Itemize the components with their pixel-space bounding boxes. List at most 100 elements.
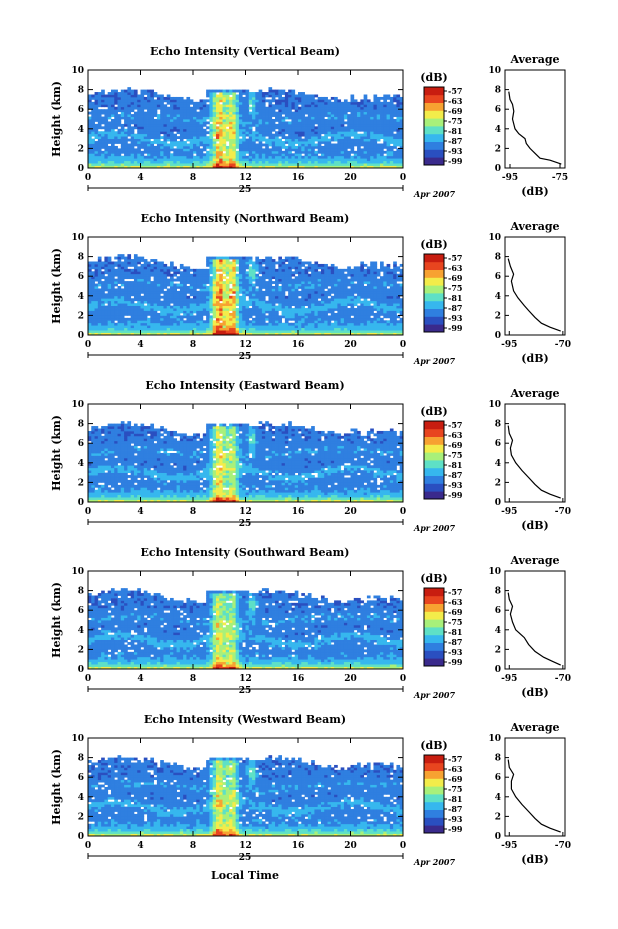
heatmap-cell — [189, 133, 194, 137]
heatmap-cell — [160, 121, 164, 125]
heatmap-cell — [147, 288, 151, 292]
heatmap-cell — [330, 153, 335, 157]
heatmap-cell — [235, 160, 240, 164]
heatmap-cell — [156, 119, 161, 122]
heatmap-cell — [120, 332, 125, 336]
heatmap-cell — [278, 322, 282, 326]
heatmap-cell — [209, 133, 214, 137]
heatmap-cell — [88, 295, 92, 299]
heatmap-cell — [238, 89, 243, 93]
heatmap-cell — [120, 163, 125, 166]
heatmap-cell — [147, 99, 151, 103]
heatmap-cell — [120, 114, 125, 117]
heatmap-cell — [133, 310, 138, 314]
heatmap-cell — [94, 96, 99, 100]
heatmap-cell — [104, 133, 109, 137]
heatmap-cell — [117, 109, 122, 113]
heatmap-cell — [186, 148, 191, 152]
heatmap-cell — [156, 298, 161, 302]
heatmap-cell — [232, 322, 237, 326]
heatmap-cell — [265, 288, 269, 292]
heatmap-cell — [163, 327, 168, 331]
heatmap-cell — [291, 131, 296, 135]
heatmap-cell — [288, 256, 292, 260]
heatmap-cell — [219, 96, 223, 100]
heatmap-cell — [229, 288, 233, 292]
heatmap-cell — [343, 153, 348, 157]
heatmap-cell — [248, 96, 253, 100]
heatmap-cell — [215, 150, 220, 154]
heatmap-cell — [242, 96, 246, 100]
heatmap-cell — [189, 163, 194, 166]
heatmap-cell — [176, 99, 181, 103]
heatmap-cell — [255, 158, 260, 162]
heatmap-cell — [245, 303, 250, 306]
heatmap-cell — [166, 158, 171, 162]
heatmap-cell — [301, 104, 305, 108]
heatmap-cell — [330, 315, 335, 319]
heatmap-cell — [399, 123, 404, 127]
heatmap-cell — [298, 160, 302, 164]
heatmap-cell — [114, 106, 118, 110]
heatmap-cell — [248, 114, 253, 117]
heatmap-cell — [245, 148, 250, 152]
heatmap-cell — [399, 126, 404, 130]
heatmap-cell — [97, 273, 102, 277]
heatmap-cell — [150, 133, 155, 137]
heatmap-cell — [265, 145, 269, 149]
heatmap-cell — [347, 119, 351, 122]
heatmap-cell — [215, 160, 220, 164]
heatmap-cell — [160, 290, 164, 294]
heatmap-cell — [360, 121, 365, 125]
heatmap-cell — [143, 158, 148, 162]
heatmap-cell — [380, 158, 384, 162]
heatmap-cell — [114, 126, 118, 130]
heatmap-cell — [288, 332, 292, 336]
heatmap-cell — [222, 160, 227, 164]
heatmap-cell — [156, 268, 161, 272]
heatmap-cell — [301, 290, 305, 294]
heatmap-cell — [206, 150, 210, 154]
heatmap-cell — [209, 145, 214, 149]
heatmap-cell — [288, 303, 292, 306]
heatmap-cell — [238, 92, 243, 95]
heatmap-cell — [120, 315, 125, 319]
heatmap-cell — [238, 300, 243, 304]
heatmap-cell — [294, 96, 299, 100]
heatmap-cell — [393, 128, 397, 132]
heatmap-cell — [225, 288, 230, 292]
heatmap-cell — [179, 101, 184, 105]
heatmap-cell — [353, 133, 358, 137]
heatmap-cell — [275, 283, 279, 287]
heatmap-cell — [219, 128, 223, 132]
heatmap-cell — [265, 283, 269, 287]
heatmap-cell — [127, 295, 132, 299]
heatmap-cell — [255, 145, 260, 149]
heatmap-cell — [330, 330, 335, 333]
heatmap-cell — [258, 89, 263, 93]
heatmap-cell — [94, 99, 99, 103]
heatmap-cell — [91, 143, 95, 147]
heatmap-cell — [284, 303, 289, 306]
heatmap-cell — [206, 276, 210, 280]
heatmap-cell — [156, 320, 161, 324]
heatmap-cell — [202, 111, 207, 115]
heatmap-cell — [107, 281, 112, 284]
heatmap-cell — [347, 160, 351, 164]
heatmap-cell — [124, 163, 128, 166]
heatmap-cell — [376, 148, 381, 152]
heatmap-cell — [327, 150, 332, 154]
heatmap-cell — [288, 158, 292, 162]
heatmap-cell — [91, 288, 95, 292]
heatmap-cell — [242, 271, 246, 275]
heatmap-cell — [212, 89, 217, 93]
heatmap-cell — [219, 315, 223, 319]
heatmap-cell — [120, 300, 125, 304]
heatmap-cell — [314, 268, 319, 272]
heatmap-cell — [311, 155, 315, 159]
heatmap-cell — [127, 317, 132, 321]
heatmap-cell — [294, 283, 299, 287]
heatmap-cell — [320, 138, 325, 142]
heatmap-cell — [281, 123, 286, 127]
heatmap-cell — [215, 303, 220, 306]
